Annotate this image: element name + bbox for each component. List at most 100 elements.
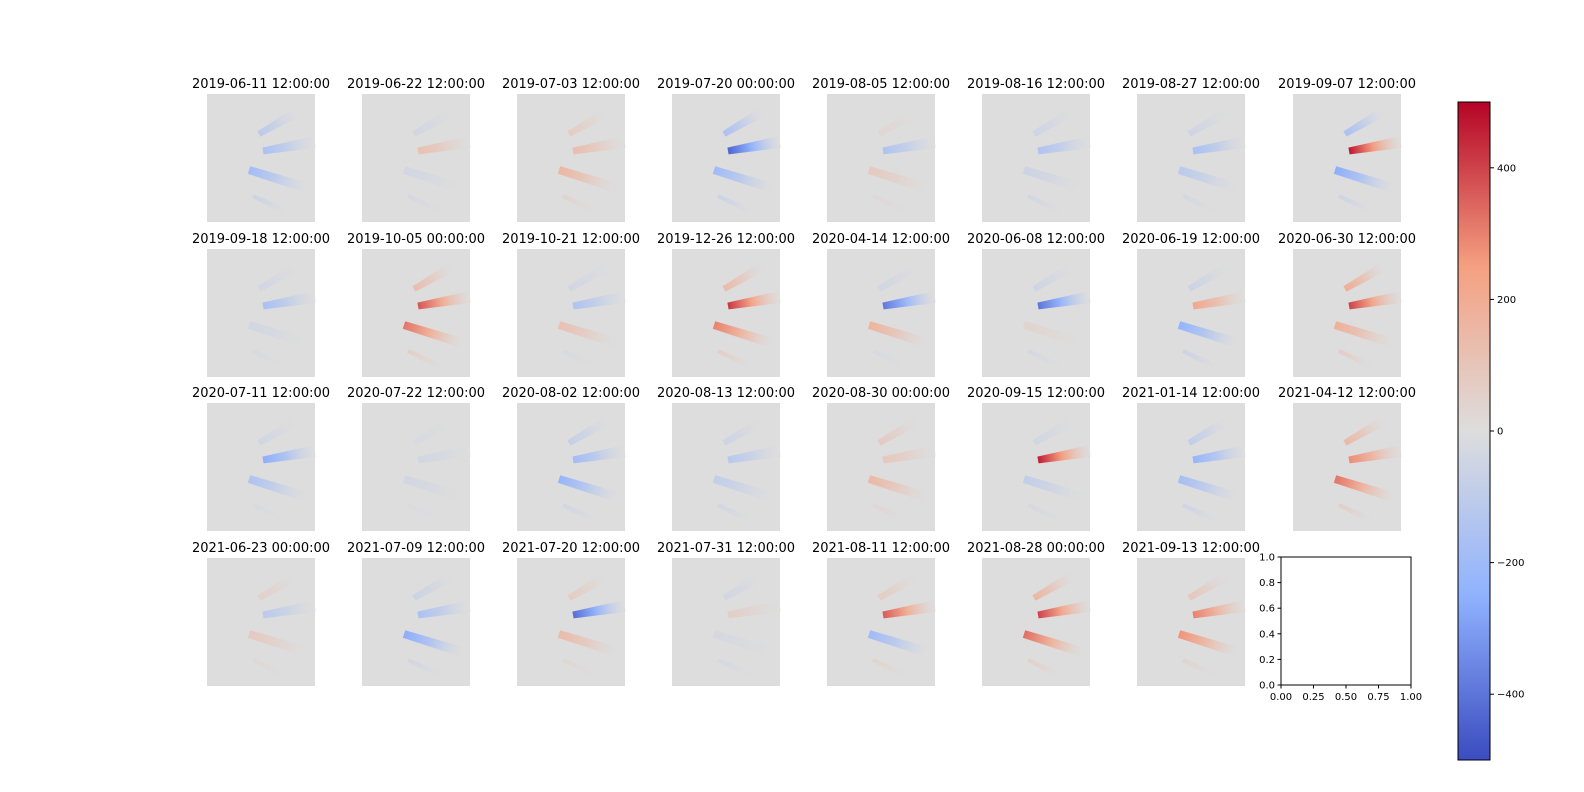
plume-streak bbox=[567, 416, 610, 446]
heatmap-panel: 2019-10-05 00:00:00 bbox=[347, 232, 485, 377]
panel-background bbox=[207, 558, 315, 686]
panel-background bbox=[517, 94, 625, 222]
panel-background bbox=[982, 403, 1090, 531]
plume-streak bbox=[557, 166, 619, 193]
plume-streak bbox=[1348, 136, 1402, 155]
plume-streak bbox=[872, 349, 909, 370]
plume-streak bbox=[1037, 291, 1091, 310]
plume-streak bbox=[877, 571, 920, 601]
plume-streak bbox=[247, 630, 309, 657]
plume-streak bbox=[417, 600, 471, 619]
y-tick-label: 0.8 bbox=[1259, 578, 1275, 589]
plume-streak bbox=[1192, 600, 1246, 619]
heatmap-panel: 2021-07-20 12:00:00 bbox=[502, 541, 640, 686]
panel-background bbox=[1293, 403, 1401, 531]
panel-background bbox=[1137, 558, 1245, 686]
panel-background bbox=[362, 249, 470, 377]
heatmap-panel: 2021-09-13 12:00:00 bbox=[1122, 541, 1260, 686]
plume-streak bbox=[1177, 321, 1239, 348]
heatmap-panel: 2020-07-22 12:00:00 bbox=[347, 386, 485, 531]
plume-streak bbox=[572, 136, 626, 155]
plume-streak bbox=[882, 291, 936, 310]
plume-streak bbox=[1177, 166, 1239, 193]
heatmap-panel: 2021-01-14 12:00:00 bbox=[1122, 386, 1260, 531]
panel-title: 2019-08-16 12:00:00 bbox=[967, 77, 1105, 92]
panel-title: 2020-07-22 12:00:00 bbox=[347, 386, 485, 401]
panel-title: 2019-10-21 12:00:00 bbox=[502, 232, 640, 247]
plume-streak bbox=[557, 321, 619, 348]
panel-background bbox=[207, 94, 315, 222]
plume-streak bbox=[882, 600, 936, 619]
heatmap-panel: 2020-09-15 12:00:00 bbox=[967, 386, 1105, 531]
heatmap-panel: 2019-06-11 12:00:00 bbox=[192, 77, 330, 222]
plume-streak bbox=[1187, 262, 1230, 292]
heatmap-panel: 2021-08-11 12:00:00 bbox=[812, 541, 950, 686]
panel-title: 2021-08-28 00:00:00 bbox=[967, 541, 1105, 556]
heatmap-panel: 2019-06-22 12:00:00 bbox=[347, 77, 485, 222]
plume-streak bbox=[1177, 475, 1239, 502]
plume-streak bbox=[252, 658, 289, 679]
plume-streak bbox=[867, 630, 929, 657]
plume-streak bbox=[1027, 503, 1064, 524]
colorbar-tick-label: 0 bbox=[1497, 427, 1503, 438]
plume-streak bbox=[417, 136, 471, 155]
plume-streak bbox=[1187, 571, 1230, 601]
plume-streak bbox=[727, 600, 781, 619]
x-tick-label: 0.75 bbox=[1367, 692, 1389, 703]
panel-background bbox=[827, 94, 935, 222]
plume-streak bbox=[247, 321, 309, 348]
heatmap-panel: 2020-08-02 12:00:00 bbox=[502, 386, 640, 531]
plume-streak bbox=[712, 321, 774, 348]
plume-streak bbox=[722, 262, 765, 292]
plume-streak bbox=[867, 166, 929, 193]
plume-streak bbox=[567, 262, 610, 292]
plume-streak bbox=[412, 571, 455, 601]
plume-streak bbox=[1037, 445, 1091, 464]
y-tick-label: 0.0 bbox=[1259, 681, 1275, 692]
heatmap-panel: 2021-07-09 12:00:00 bbox=[347, 541, 485, 686]
plume-streak bbox=[1187, 416, 1230, 446]
plume-streak bbox=[412, 416, 455, 446]
heatmap-panel: 2019-08-05 12:00:00 bbox=[812, 77, 950, 222]
heatmap-panel: 2021-08-28 00:00:00 bbox=[967, 541, 1105, 686]
plume-streak bbox=[1192, 291, 1246, 310]
plume-streak bbox=[1333, 475, 1395, 502]
plume-streak bbox=[572, 445, 626, 464]
plume-streak bbox=[1182, 194, 1219, 215]
plume-streak bbox=[877, 107, 920, 137]
plume-streak bbox=[247, 475, 309, 502]
x-tick-label: 0.25 bbox=[1302, 692, 1324, 703]
plume-streak bbox=[262, 291, 316, 310]
heatmap-panel: 2019-07-03 12:00:00 bbox=[502, 77, 640, 222]
plume-streak bbox=[407, 503, 444, 524]
plume-streak bbox=[717, 349, 754, 370]
plume-streak bbox=[727, 291, 781, 310]
plume-streak bbox=[1032, 262, 1075, 292]
panel-title: 2019-08-05 12:00:00 bbox=[812, 77, 950, 92]
panel-title: 2020-09-15 12:00:00 bbox=[967, 386, 1105, 401]
panel-title: 2021-06-23 00:00:00 bbox=[192, 541, 330, 556]
panel-background bbox=[1137, 249, 1245, 377]
plume-streak bbox=[712, 630, 774, 657]
panel-title: 2021-07-09 12:00:00 bbox=[347, 541, 485, 556]
plume-streak bbox=[257, 571, 300, 601]
heatmap-panel: 2020-06-30 12:00:00 bbox=[1278, 232, 1416, 377]
panel-background bbox=[672, 403, 780, 531]
panel-background bbox=[982, 558, 1090, 686]
plume-streak bbox=[1037, 136, 1091, 155]
plume-streak bbox=[417, 445, 471, 464]
colorbar-tick-label: 400 bbox=[1497, 163, 1516, 174]
heatmap-panel: 2021-07-31 12:00:00 bbox=[657, 541, 795, 686]
panel-background bbox=[1137, 94, 1245, 222]
heatmap-panel: 2019-08-27 12:00:00 bbox=[1122, 77, 1260, 222]
plume-streak bbox=[417, 291, 471, 310]
plume-streak bbox=[712, 166, 774, 193]
plume-streak bbox=[877, 416, 920, 446]
empty-axes: 0.00 0.25 0.50 0.75 1.00 0.0 0.2 0.4 0.6 0.8 1.0 bbox=[1259, 553, 1422, 704]
heatmap-panel: 2019-12-26 12:00:00 bbox=[657, 232, 795, 377]
heatmap-panel: 2019-08-16 12:00:00 bbox=[967, 77, 1105, 222]
panel-title: 2020-06-08 12:00:00 bbox=[967, 232, 1105, 247]
colorbar-gradient bbox=[1457, 101, 1491, 761]
plume-streak bbox=[402, 630, 464, 657]
panel-background bbox=[672, 558, 780, 686]
